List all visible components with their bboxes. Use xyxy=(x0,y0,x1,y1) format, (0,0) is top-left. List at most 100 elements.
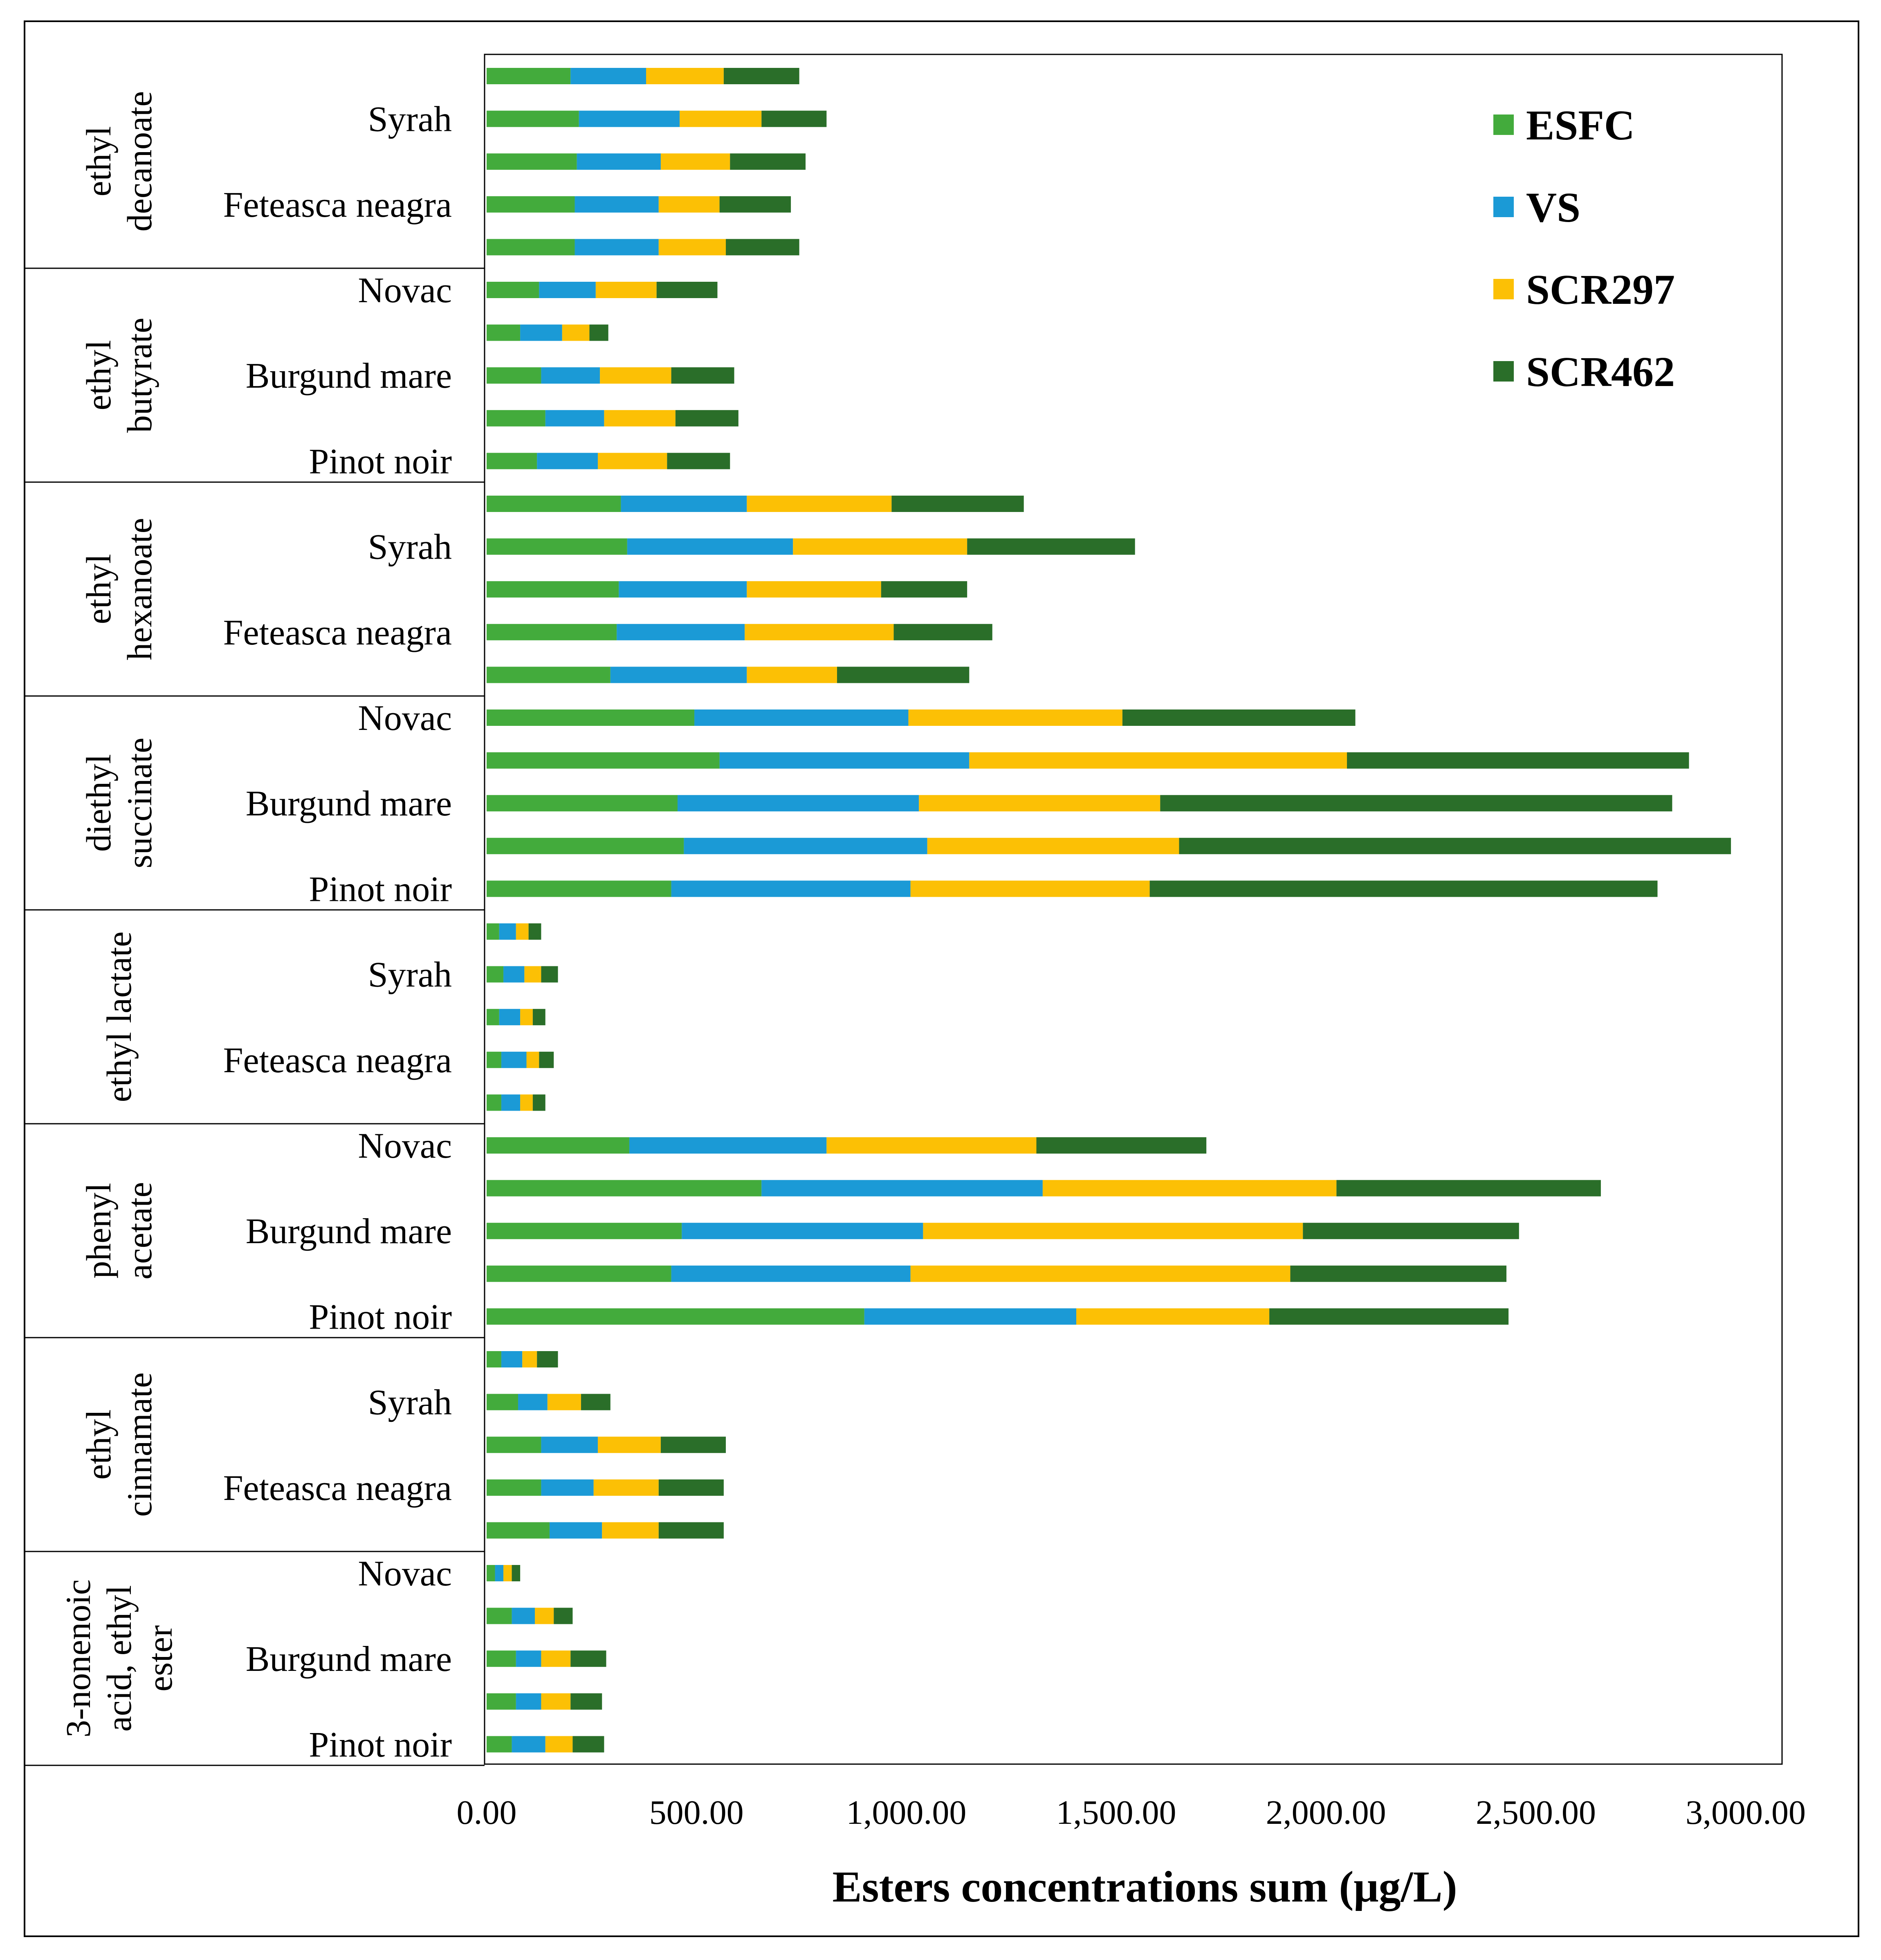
bar-segment-scr462 xyxy=(1149,880,1658,897)
group-label-line: hexanoate xyxy=(120,518,159,660)
category-label: Burgund mare xyxy=(246,784,452,824)
group-label: ethylhexanoate xyxy=(79,518,159,660)
bar-segment-esfc xyxy=(487,1223,682,1239)
bar-segment-esfc xyxy=(487,581,619,598)
bar-segment-esfc xyxy=(487,282,539,298)
bar-segment-esfc xyxy=(487,880,671,897)
bar-segment-esfc xyxy=(487,1479,541,1496)
bar-segment-scr462 xyxy=(967,538,1135,555)
group-label-line: diethyl xyxy=(79,754,118,852)
bar-segment-scr297 xyxy=(597,1437,661,1453)
bar-segment-esfc xyxy=(487,68,571,84)
bar-segment-scr297 xyxy=(747,496,892,512)
category-label: Syrah xyxy=(368,955,452,995)
bar-segment-vs xyxy=(541,1437,598,1453)
legend-label: VS xyxy=(1526,184,1580,231)
bar-segment-vs xyxy=(541,1479,594,1496)
bar-segment-vs xyxy=(501,1094,521,1111)
legend-swatch-vs xyxy=(1493,197,1514,217)
category-label: Pinot noir xyxy=(309,1297,452,1337)
bar-segment-vs xyxy=(545,410,604,427)
bar-segment-vs xyxy=(499,1009,521,1026)
bar-segment-scr297 xyxy=(680,110,762,127)
bar-segment-vs xyxy=(619,581,747,598)
bar-segment-esfc xyxy=(487,624,617,640)
category-label: Pinot noir xyxy=(309,1725,452,1765)
bar-segment-scr297 xyxy=(545,1736,573,1753)
bar-segment-esfc xyxy=(487,1437,541,1453)
bar-segment-scr462 xyxy=(658,1522,724,1539)
bar-segment-esfc xyxy=(487,1608,512,1624)
bar-segment-esfc xyxy=(487,709,695,726)
x-tick-label: 0.00 xyxy=(457,1794,517,1832)
bar-segment-vs xyxy=(677,795,919,812)
category-label: Feteasca neagra xyxy=(223,185,452,225)
bar-segment-scr297 xyxy=(595,282,657,298)
bar-segment-scr462 xyxy=(572,1736,604,1753)
bar-segment-scr462 xyxy=(730,153,806,170)
bar-segment-vs xyxy=(627,538,793,555)
bar-segment-scr297 xyxy=(1076,1308,1270,1325)
bar-segment-scr297 xyxy=(600,367,671,384)
bar-segment-scr462 xyxy=(761,110,827,127)
bar-segment-vs xyxy=(518,1394,548,1410)
category-label: Burgund mare xyxy=(246,356,452,396)
bar-segment-vs xyxy=(575,196,659,213)
bar-segment-esfc xyxy=(487,1137,629,1154)
bar-segment-scr462 xyxy=(726,239,799,256)
bar-segment-scr462 xyxy=(671,367,734,384)
x-tick-label: 2,000.00 xyxy=(1266,1794,1386,1832)
bar-segment-scr297 xyxy=(526,1051,539,1068)
bar-segment-scr297 xyxy=(646,68,724,84)
bar-segment-scr462 xyxy=(660,1437,726,1453)
x-tick-label: 500.00 xyxy=(649,1794,744,1832)
group-label: phenylacetate xyxy=(79,1182,159,1280)
bar-segment-scr462 xyxy=(881,581,967,598)
category-label: Syrah xyxy=(368,100,452,139)
legend-label: SCR462 xyxy=(1526,348,1675,395)
bar-segment-vs xyxy=(570,68,646,84)
bar-segment-scr462 xyxy=(589,324,608,341)
group-label: 3-nonenoicacid, ethylester xyxy=(58,1579,180,1738)
bar-segment-vs xyxy=(501,1351,523,1367)
bar-segment-vs xyxy=(575,239,659,256)
bar-segment-esfc xyxy=(487,1736,512,1753)
bar-segment-vs xyxy=(501,1051,527,1068)
bar-segment-vs xyxy=(512,1608,535,1624)
bar-segment-scr462 xyxy=(554,1608,573,1624)
bar-segment-scr297 xyxy=(541,1650,571,1667)
category-label: Novac xyxy=(358,271,452,310)
bar-segment-scr462 xyxy=(532,1009,545,1026)
bar-segment-scr297 xyxy=(593,1479,659,1496)
bar-segment-scr297 xyxy=(969,752,1347,769)
bar-segment-esfc xyxy=(487,1693,516,1710)
bar-segment-scr462 xyxy=(1303,1223,1519,1239)
bar-segment-scr462 xyxy=(541,966,558,983)
group-label: ethylcinnamate xyxy=(79,1372,159,1517)
bar-segment-vs xyxy=(577,153,661,170)
category-label: Burgund mare xyxy=(246,1212,452,1251)
bar-segment-scr462 xyxy=(893,624,992,640)
bar-segment-vs xyxy=(719,752,970,769)
bar-segment-scr462 xyxy=(1269,1308,1509,1325)
bar-segment-esfc xyxy=(487,1180,762,1197)
bar-segment-scr462 xyxy=(1347,752,1689,769)
bar-segment-vs xyxy=(610,667,747,683)
group-label-line: ethyl lactate xyxy=(99,932,139,1102)
group-label-line: acid, ethyl xyxy=(99,1585,139,1731)
bar-segment-scr297 xyxy=(524,966,541,983)
legend-swatch-scr297 xyxy=(1493,279,1514,299)
bar-segment-scr297 xyxy=(910,1265,1291,1282)
bar-segment-esfc xyxy=(487,367,541,384)
bar-segment-esfc xyxy=(487,324,521,341)
bar-segment-esfc xyxy=(487,538,627,555)
legend-label: ESFC xyxy=(1526,102,1635,149)
bar-segment-scr462 xyxy=(512,1565,521,1581)
group-label: ethyl lactate xyxy=(99,932,139,1102)
bar-segment-esfc xyxy=(487,1522,550,1539)
bar-segment-scr297 xyxy=(658,239,726,256)
group-label-line: succinate xyxy=(120,738,159,869)
bar-segment-scr462 xyxy=(581,1394,611,1410)
bar-segment-esfc xyxy=(487,1351,501,1367)
